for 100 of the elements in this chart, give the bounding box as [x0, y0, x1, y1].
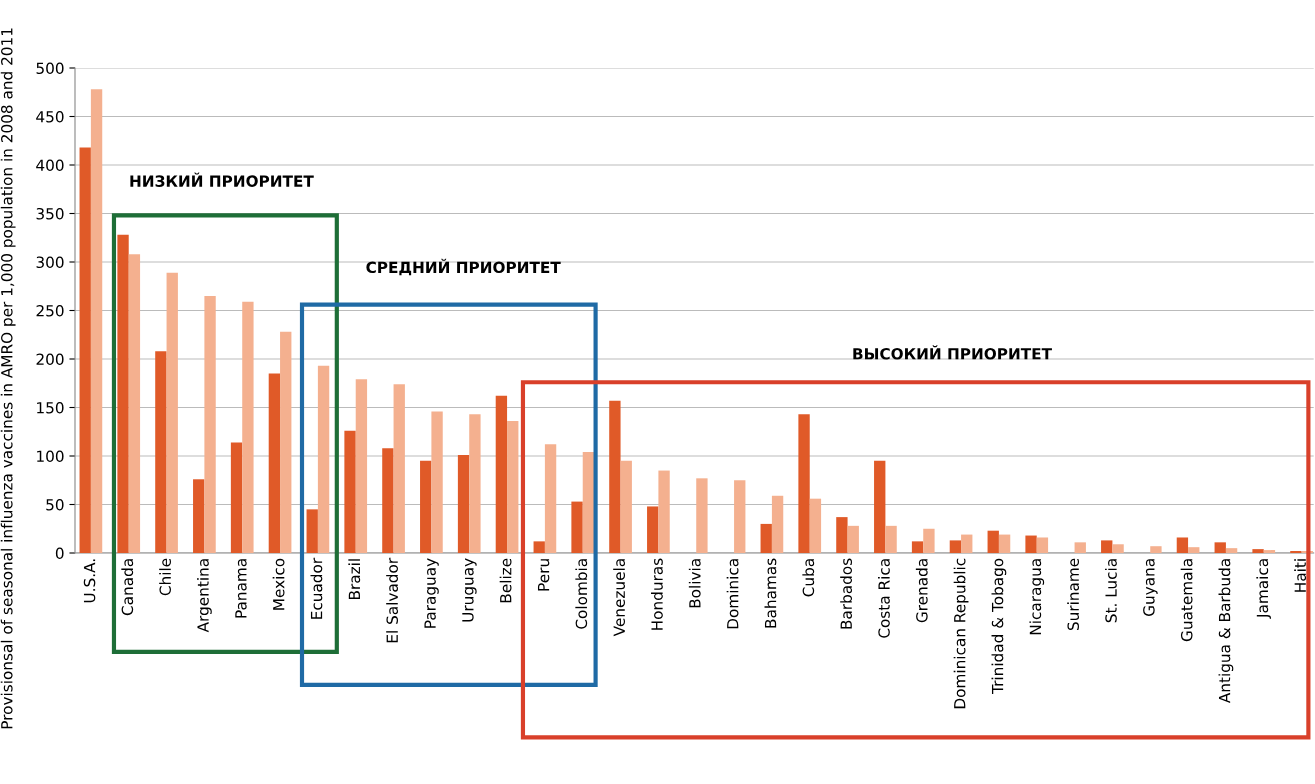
y-axis-title: Provisionsal of seasonal influenza vaccines in AMRO per 1,000 population in 2008 and 2011 — [0, 28, 16, 729]
bar — [544, 444, 557, 553]
x-tick-label: Cuba — [802, 559, 815, 597]
bar — [836, 517, 848, 553]
x-tick-label: Chile — [159, 558, 171, 596]
bar — [1225, 548, 1238, 553]
y-tick-label: 300 — [36, 256, 64, 269]
bar — [1263, 550, 1276, 553]
bar — [533, 541, 545, 553]
x-tick-label: El Salvador — [386, 557, 398, 643]
bar — [760, 523, 772, 553]
bar — [344, 430, 356, 553]
bar — [117, 234, 129, 553]
bar — [306, 509, 318, 553]
y-tick-label: 400 — [36, 159, 64, 172]
bar — [393, 384, 405, 553]
bar — [1101, 540, 1113, 553]
y-tick-label: 500 — [36, 62, 64, 75]
bar — [582, 452, 595, 553]
bar — [317, 365, 330, 553]
x-tick-label: Venezuela — [613, 559, 625, 637]
bar — [242, 301, 254, 553]
bar — [457, 455, 470, 553]
x-tick-label: Barbados — [840, 558, 852, 629]
x-tick-label: Peru — [537, 559, 550, 591]
x-tick-label: Dominica — [726, 559, 739, 629]
annotation: НИЗКИЙ ПРИОРИТЕТ — [130, 172, 314, 187]
bar — [885, 525, 897, 553]
x-tick-label: Brazil — [348, 559, 361, 599]
y-tick-label: 200 — [36, 353, 64, 366]
bar — [949, 540, 962, 553]
bar — [155, 351, 167, 553]
bar — [923, 528, 935, 553]
x-tick-label: Argentina — [197, 559, 212, 633]
bar — [193, 479, 205, 553]
bar — [1214, 542, 1226, 553]
bar — [847, 525, 859, 553]
bar — [809, 498, 822, 553]
bar — [798, 414, 810, 553]
bar — [571, 501, 583, 553]
bar — [620, 460, 632, 553]
bar — [204, 295, 216, 553]
bar — [268, 373, 281, 553]
bar — [355, 379, 368, 553]
bar — [1176, 537, 1189, 553]
annotation: СРЕДНИЙ ПРИОРИТЕТ — [366, 258, 561, 276]
bar — [90, 89, 103, 553]
y-tick-label: 50 — [46, 498, 64, 511]
bar — [469, 414, 481, 553]
y-tick-label: 250 — [36, 304, 64, 317]
y-tick-label: 350 — [36, 207, 64, 220]
bar — [166, 272, 178, 553]
x-tick-label: Colombia — [575, 559, 588, 629]
x-tick-label: U.S.A. — [83, 559, 96, 603]
bar — [911, 541, 924, 553]
x-tick-label: Paraguay — [424, 558, 439, 628]
x-tick-label: Grenada — [915, 559, 928, 623]
x-tick-label: Belize — [499, 558, 512, 603]
x-tick-label: Guyana — [1143, 559, 1158, 616]
x-tick-label: Haiti — [1294, 559, 1307, 592]
bar — [79, 147, 91, 553]
bar — [495, 395, 508, 553]
x-tick-label: Honduras — [651, 558, 663, 630]
x-tick-label: Nicaragua — [1029, 559, 1045, 635]
bar — [382, 448, 394, 553]
bar — [609, 400, 621, 553]
x-tick-label: Bahamas — [764, 558, 777, 628]
bar — [734, 480, 746, 553]
x-tick-label: Trinidad & Tobago — [991, 558, 1007, 695]
bar — [1252, 549, 1264, 553]
x-tick-label: Panama — [235, 559, 247, 618]
bar — [431, 411, 443, 553]
bar — [1036, 537, 1049, 553]
x-tick-label: St. Lucia — [1105, 559, 1117, 623]
bar — [230, 442, 243, 553]
y-tick-label: 450 — [36, 110, 64, 123]
bar — [987, 530, 999, 553]
y-tick-label: 150 — [37, 401, 64, 414]
bar — [696, 478, 708, 553]
bar — [128, 254, 141, 553]
x-tick-label: Dominican Republic — [953, 558, 969, 709]
bar — [1188, 547, 1200, 553]
bar — [874, 460, 886, 553]
bar — [1150, 546, 1162, 553]
y-tick-label: 100 — [37, 450, 64, 463]
y-tick-label: 0 — [55, 547, 64, 560]
bar — [280, 331, 292, 553]
x-tick-label: Ecuador — [310, 557, 323, 619]
bar — [771, 495, 784, 553]
x-tick-label: Mexico — [272, 558, 285, 610]
bar — [420, 460, 432, 553]
x-tick-label: Guatemala — [1180, 559, 1193, 642]
bar — [1074, 542, 1086, 553]
x-tick-label: Canada — [121, 559, 134, 616]
x-tick-label: Uruguay — [462, 558, 477, 622]
bar — [998, 534, 1011, 553]
bar — [1025, 535, 1037, 553]
x-tick-label: Suriname — [1067, 558, 1080, 631]
bar — [507, 421, 519, 553]
x-tick-label: Bolivia — [688, 559, 701, 608]
